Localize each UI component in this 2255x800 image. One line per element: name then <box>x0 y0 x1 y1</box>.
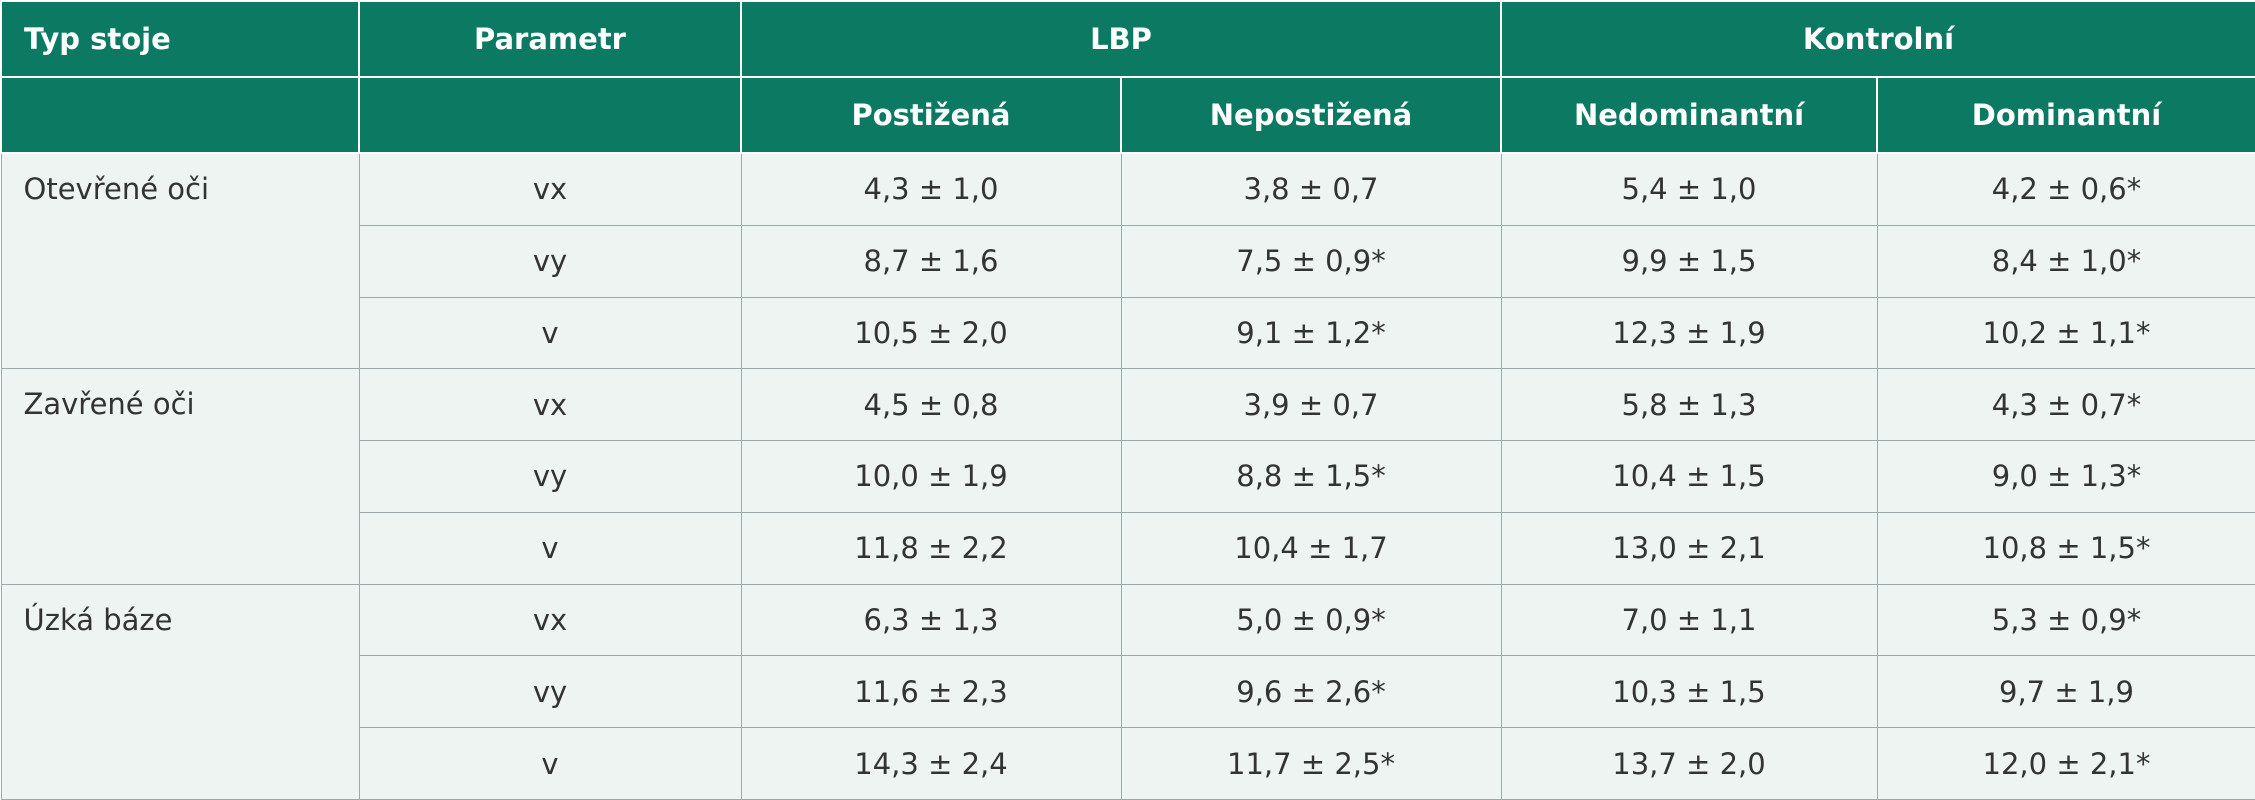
header-cell: Typ stoje <box>0 0 360 78</box>
header-cell: Postižená <box>740 76 1122 154</box>
value-cell: 9,7 ± 1,9 <box>1876 655 2255 729</box>
header-cell: Parametr <box>358 0 742 78</box>
value-cell: 8,4 ± 1,0* <box>1876 224 2255 298</box>
value-cell: 10,0 ± 1,9 <box>740 440 1122 513</box>
group-cell: Otevřené oči <box>0 152 360 370</box>
value-cell: 12,0 ± 2,1* <box>1876 727 2255 800</box>
value-cell: 7,5 ± 0,9* <box>1120 224 1502 298</box>
value-cell: 4,3 ± 1,0 <box>740 152 1122 226</box>
table-row: vy 8,7 ± 1,6 7,5 ± 0,9* 9,9 ± 1,5 8,4 ± 1,0* <box>1 224 2255 298</box>
table-row: Úzká báze vx 6,3 ± 1,3 5,0 ± 0,9* 7,0 ± 1,1 5… <box>0 583 2255 800</box>
header-cell: Nedominantní <box>1500 76 1878 154</box>
header-cell <box>0 76 360 154</box>
header-cell: LBP <box>740 0 1502 78</box>
param-cell: vx <box>358 152 742 226</box>
header-cell: Nepostižená <box>1120 76 1502 154</box>
value-cell: 10,4 ± 1,7 <box>1120 511 1502 585</box>
header-cell <box>358 76 742 154</box>
value-cell: 12,3 ± 1,9 <box>1500 296 1878 370</box>
param-cell: vy <box>358 224 742 298</box>
param-cell: vx <box>358 583 742 657</box>
value-cell: 9,6 ± 2,6* <box>1120 655 1502 729</box>
value-cell: 5,3 ± 0,9* <box>1876 583 2255 657</box>
value-cell: 6,3 ± 1,3 <box>740 583 1122 657</box>
table-row: v 11,8 ± 2,2 10,4 ± 1,7 13,0 ± 2,1 10,8 ± 1,… <box>1 511 2255 585</box>
value-cell: 10,3 ± 1,5 <box>1500 655 1878 729</box>
value-cell: 13,0 ± 2,1 <box>1500 511 1878 585</box>
value-cell: 14,3 ± 2,4 <box>740 727 1122 800</box>
param-cell: vx <box>358 368 742 442</box>
value-cell: 7,0 ± 1,1 <box>1500 583 1878 657</box>
value-cell: 10,4 ± 1,5 <box>1500 440 1878 513</box>
value-cell: 9,1 ± 1,2* <box>1120 296 1502 370</box>
value-cell: 9,0 ± 1,3* <box>1876 440 2255 513</box>
value-cell: 10,8 ± 1,5* <box>1876 511 2255 585</box>
value-cell: 9,9 ± 1,5 <box>1500 224 1878 298</box>
value-cell: 10,5 ± 2,0 <box>740 296 1122 370</box>
value-cell: 5,4 ± 1,0 <box>1500 152 1878 226</box>
table-row: v 14,3 ± 2,4 11,7 ± 2,5* 13,7 ± 2,0 12,0 ± 2… <box>1 727 2255 800</box>
table-row: Zavřené oči vx 4,5 ± 0,8 3,9 ± 0,7 5,8 ± 1,3… <box>0 368 2255 585</box>
value-cell: 10,2 ± 1,1* <box>1876 296 2255 370</box>
value-cell: 4,3 ± 0,7* <box>1876 368 2255 442</box>
value-cell: 5,8 ± 1,3 <box>1500 368 1878 442</box>
value-cell: 4,5 ± 0,8 <box>740 368 1122 442</box>
value-cell: 11,6 ± 2,3 <box>740 655 1122 729</box>
header-row: Typ stoje Parametr LBP Kontrolní <box>0 0 2255 78</box>
param-cell: vy <box>358 655 742 729</box>
header-row: Postižená Nepostižená Nedominantní Domin… <box>0 76 2255 154</box>
table-body: Otevřené oči vx 4,3 ± 1,0 3,8 ± 0,7 5,4 ± 1,… <box>0 152 2255 800</box>
param-cell: v <box>358 727 742 800</box>
value-cell: 4,2 ± 0,6* <box>1876 152 2255 226</box>
param-cell: v <box>358 511 742 585</box>
table-row: vy 10,0 ± 1,9 8,8 ± 1,5* 10,4 ± 1,5 9,0 ± 1,… <box>1 440 2255 513</box>
group-cell: Úzká báze <box>0 583 360 800</box>
group-cell: Zavřené oči <box>0 368 360 585</box>
value-cell: 3,9 ± 0,7 <box>1120 368 1502 442</box>
value-cell: 3,8 ± 0,7 <box>1120 152 1502 226</box>
table-row: vy 11,6 ± 2,3 9,6 ± 2,6* 10,3 ± 1,5 9,7 ± 1,… <box>1 655 2255 729</box>
table-row: v 10,5 ± 2,0 9,1 ± 1,2* 12,3 ± 1,9 10,2 ± 1,… <box>1 296 2255 370</box>
value-cell: 8,8 ± 1,5* <box>1120 440 1502 513</box>
value-cell: 11,7 ± 2,5* <box>1120 727 1502 800</box>
table-row: Otevřené oči vx 4,3 ± 1,0 3,8 ± 0,7 5,4 ± 1,… <box>0 152 2255 370</box>
param-cell: vy <box>358 440 742 513</box>
param-cell: v <box>358 296 742 370</box>
value-cell: 8,7 ± 1,6 <box>740 224 1122 298</box>
value-cell: 11,8 ± 2,2 <box>740 511 1122 585</box>
value-cell: 13,7 ± 2,0 <box>1500 727 1878 800</box>
header-cell: Kontrolní <box>1500 0 2255 78</box>
header-cell: Dominantní <box>1876 76 2255 154</box>
value-cell: 5,0 ± 0,9* <box>1120 583 1502 657</box>
